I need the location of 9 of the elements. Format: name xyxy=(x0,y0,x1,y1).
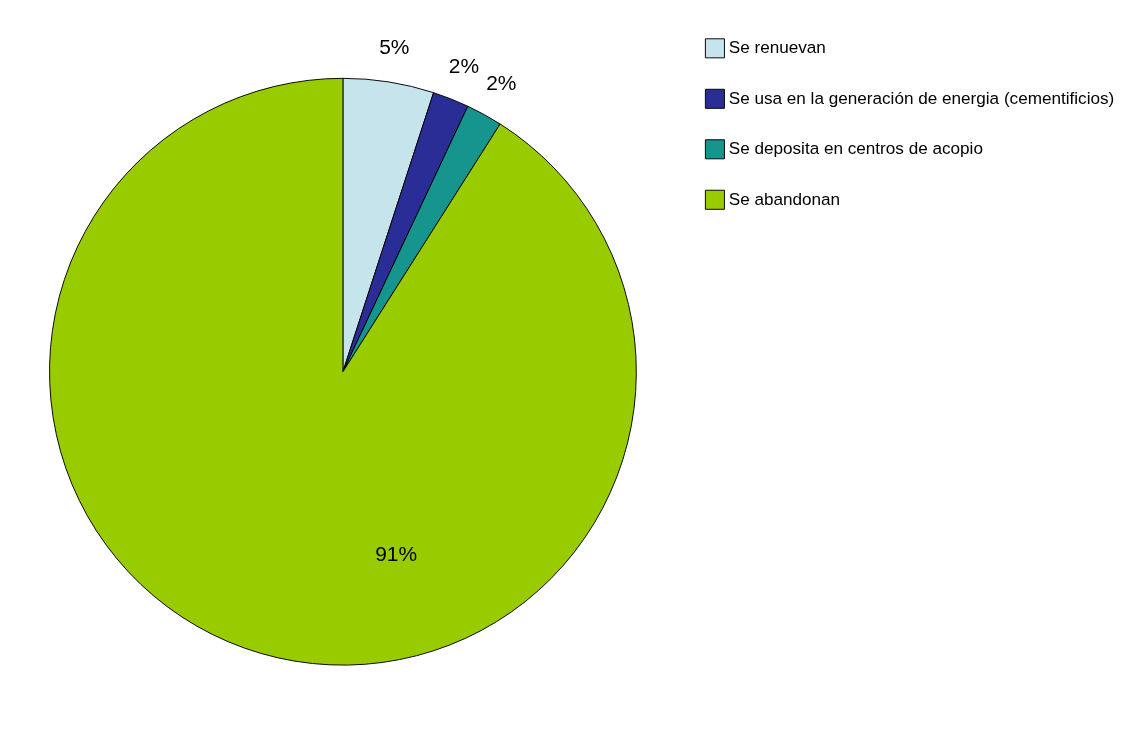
data-label: 2% xyxy=(486,71,517,95)
data-label: 2% xyxy=(448,53,480,77)
legend-label: Se deposita en centros de acopio xyxy=(728,138,983,159)
legend-label: Se renuevan xyxy=(728,37,826,58)
pie-slice xyxy=(49,77,637,666)
legend-label: Se abandonan xyxy=(728,188,841,209)
legend-label: Se usa en la generación de energia (cementificios) xyxy=(728,87,1115,108)
data-label: 5% xyxy=(379,34,410,58)
data-label: 91% xyxy=(375,542,418,566)
